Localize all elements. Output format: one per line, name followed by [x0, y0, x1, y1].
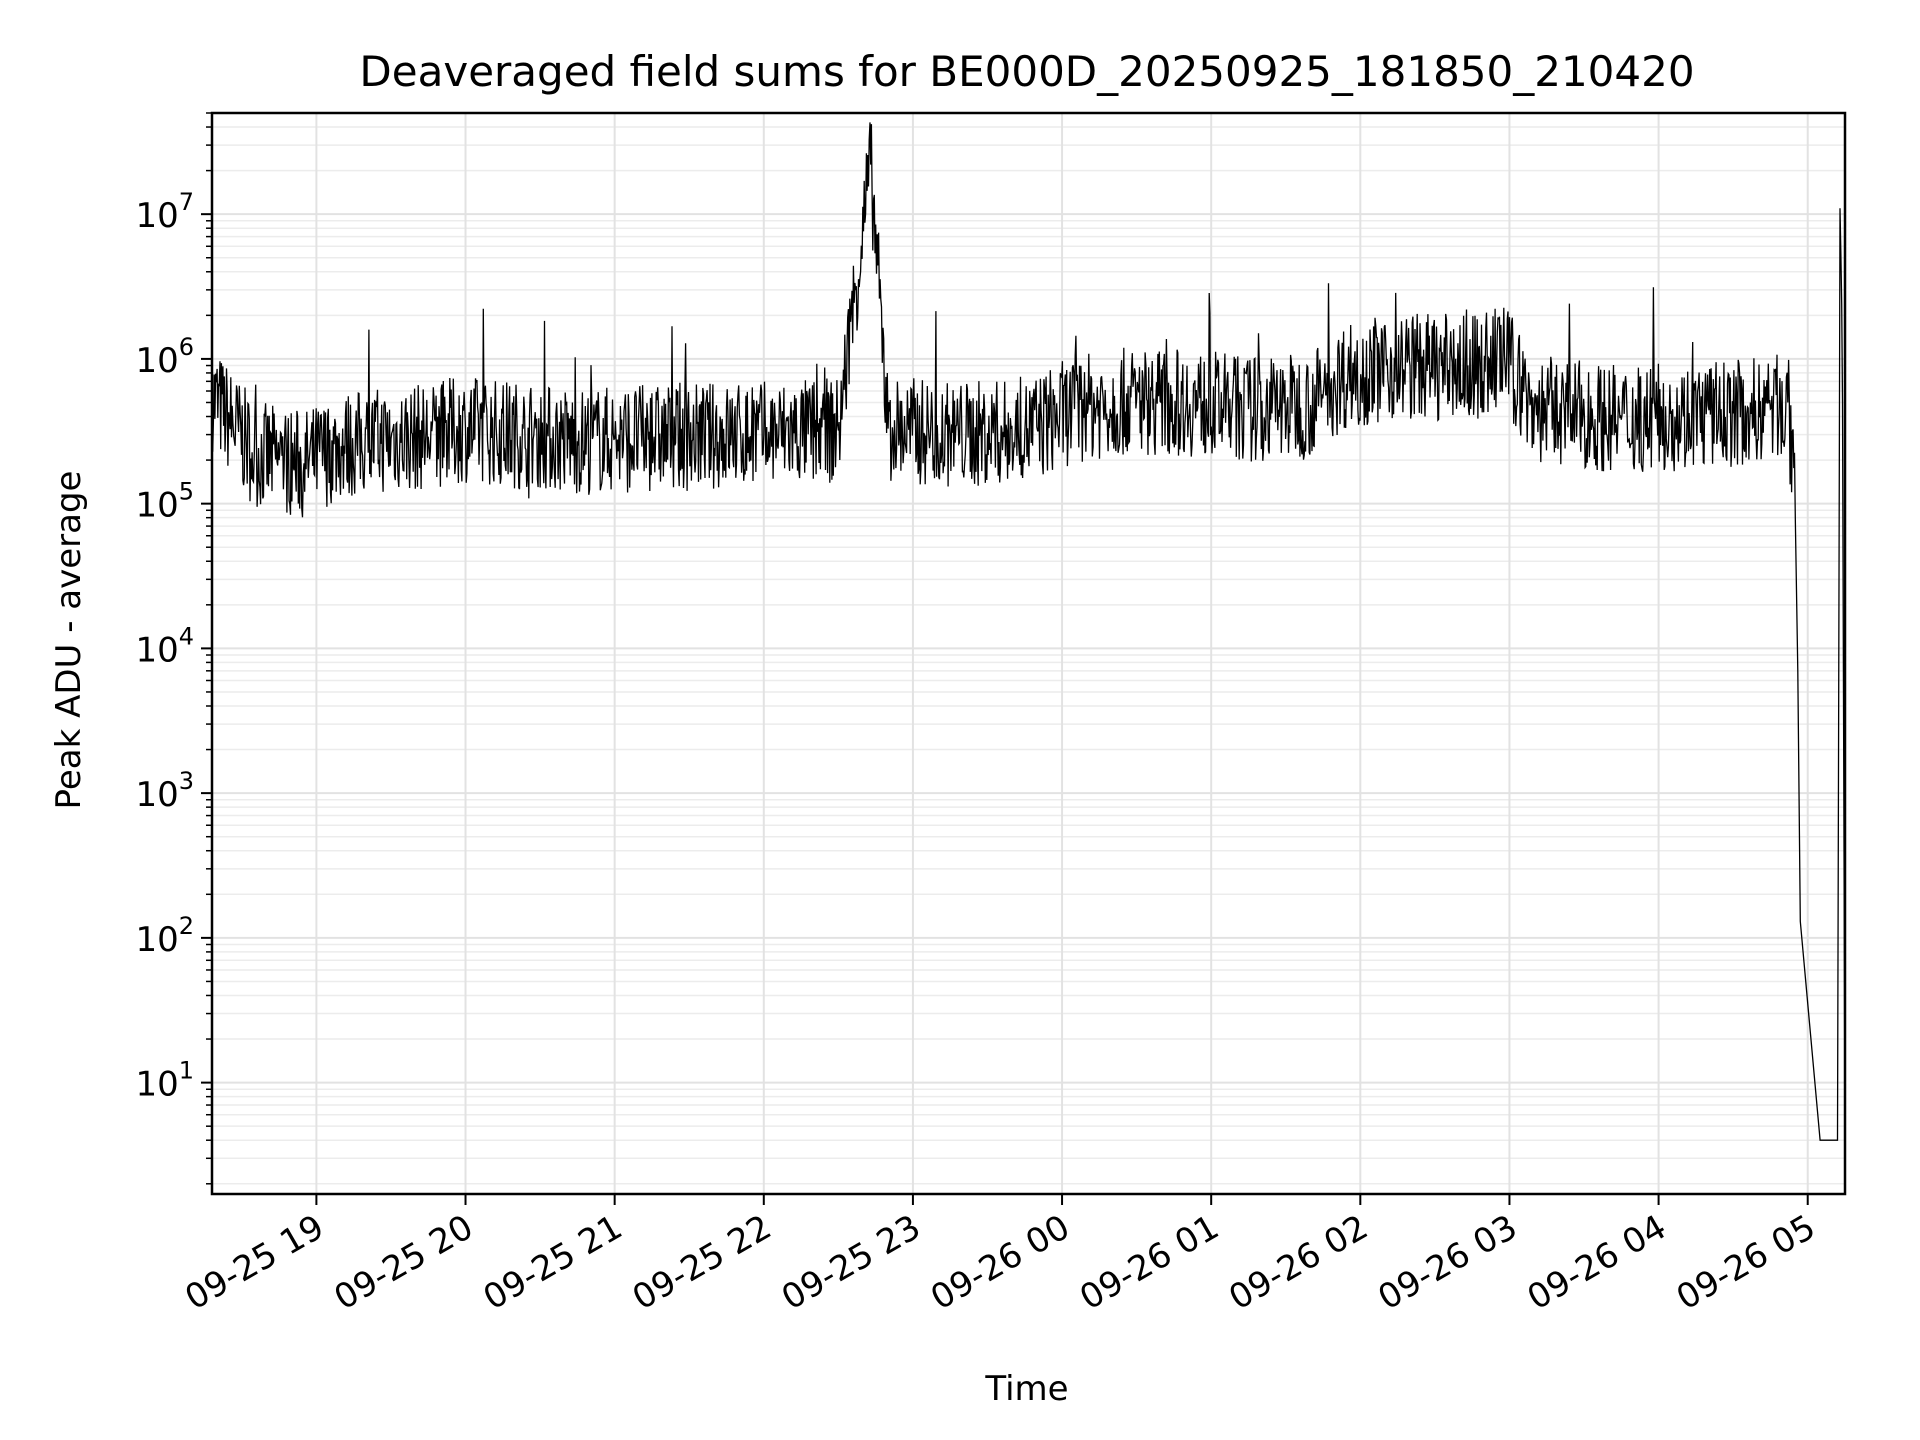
y-tick-label-exponent: 5: [179, 478, 194, 506]
y-tick-label-base: 10: [135, 341, 178, 381]
y-tick-label-base: 10: [135, 486, 178, 526]
y-tick-label-2: 102: [135, 912, 194, 960]
y-tick-label-exponent: 3: [179, 767, 194, 795]
chart-title: Deaveraged field sums for BE000D_2025092…: [359, 47, 1694, 96]
y-tick-label-4: 104: [135, 622, 194, 670]
y-tick-label-6: 106: [135, 333, 194, 381]
y-tick-label-base: 10: [135, 1065, 178, 1105]
y-tick-label-7: 107: [135, 188, 194, 236]
y-tick-label-exponent: 2: [179, 912, 194, 940]
series-line-0: [211, 122, 1846, 1141]
plot-frame: [210, 111, 1847, 1196]
y-tick-label-5: 105: [135, 478, 194, 526]
y-tick-label-base: 10: [135, 630, 178, 670]
x-axis-label: Time: [984, 1369, 1068, 1409]
y-tick-label-exponent: 1: [179, 1057, 194, 1085]
y-tick-label-base: 10: [135, 920, 178, 960]
y-tick-label-1: 101: [135, 1057, 194, 1105]
y-tick-label-exponent: 6: [179, 333, 194, 361]
y-tick-label-exponent: 4: [179, 622, 194, 650]
y-tick-label-3: 103: [135, 767, 194, 815]
y-tick-label-base: 10: [135, 775, 178, 815]
y-tick-label-exponent: 7: [179, 188, 194, 216]
y-axis-label: Peak ADU - average: [49, 471, 89, 810]
series-layer: [211, 122, 1846, 1141]
y-tick-label-base: 10: [135, 196, 178, 236]
